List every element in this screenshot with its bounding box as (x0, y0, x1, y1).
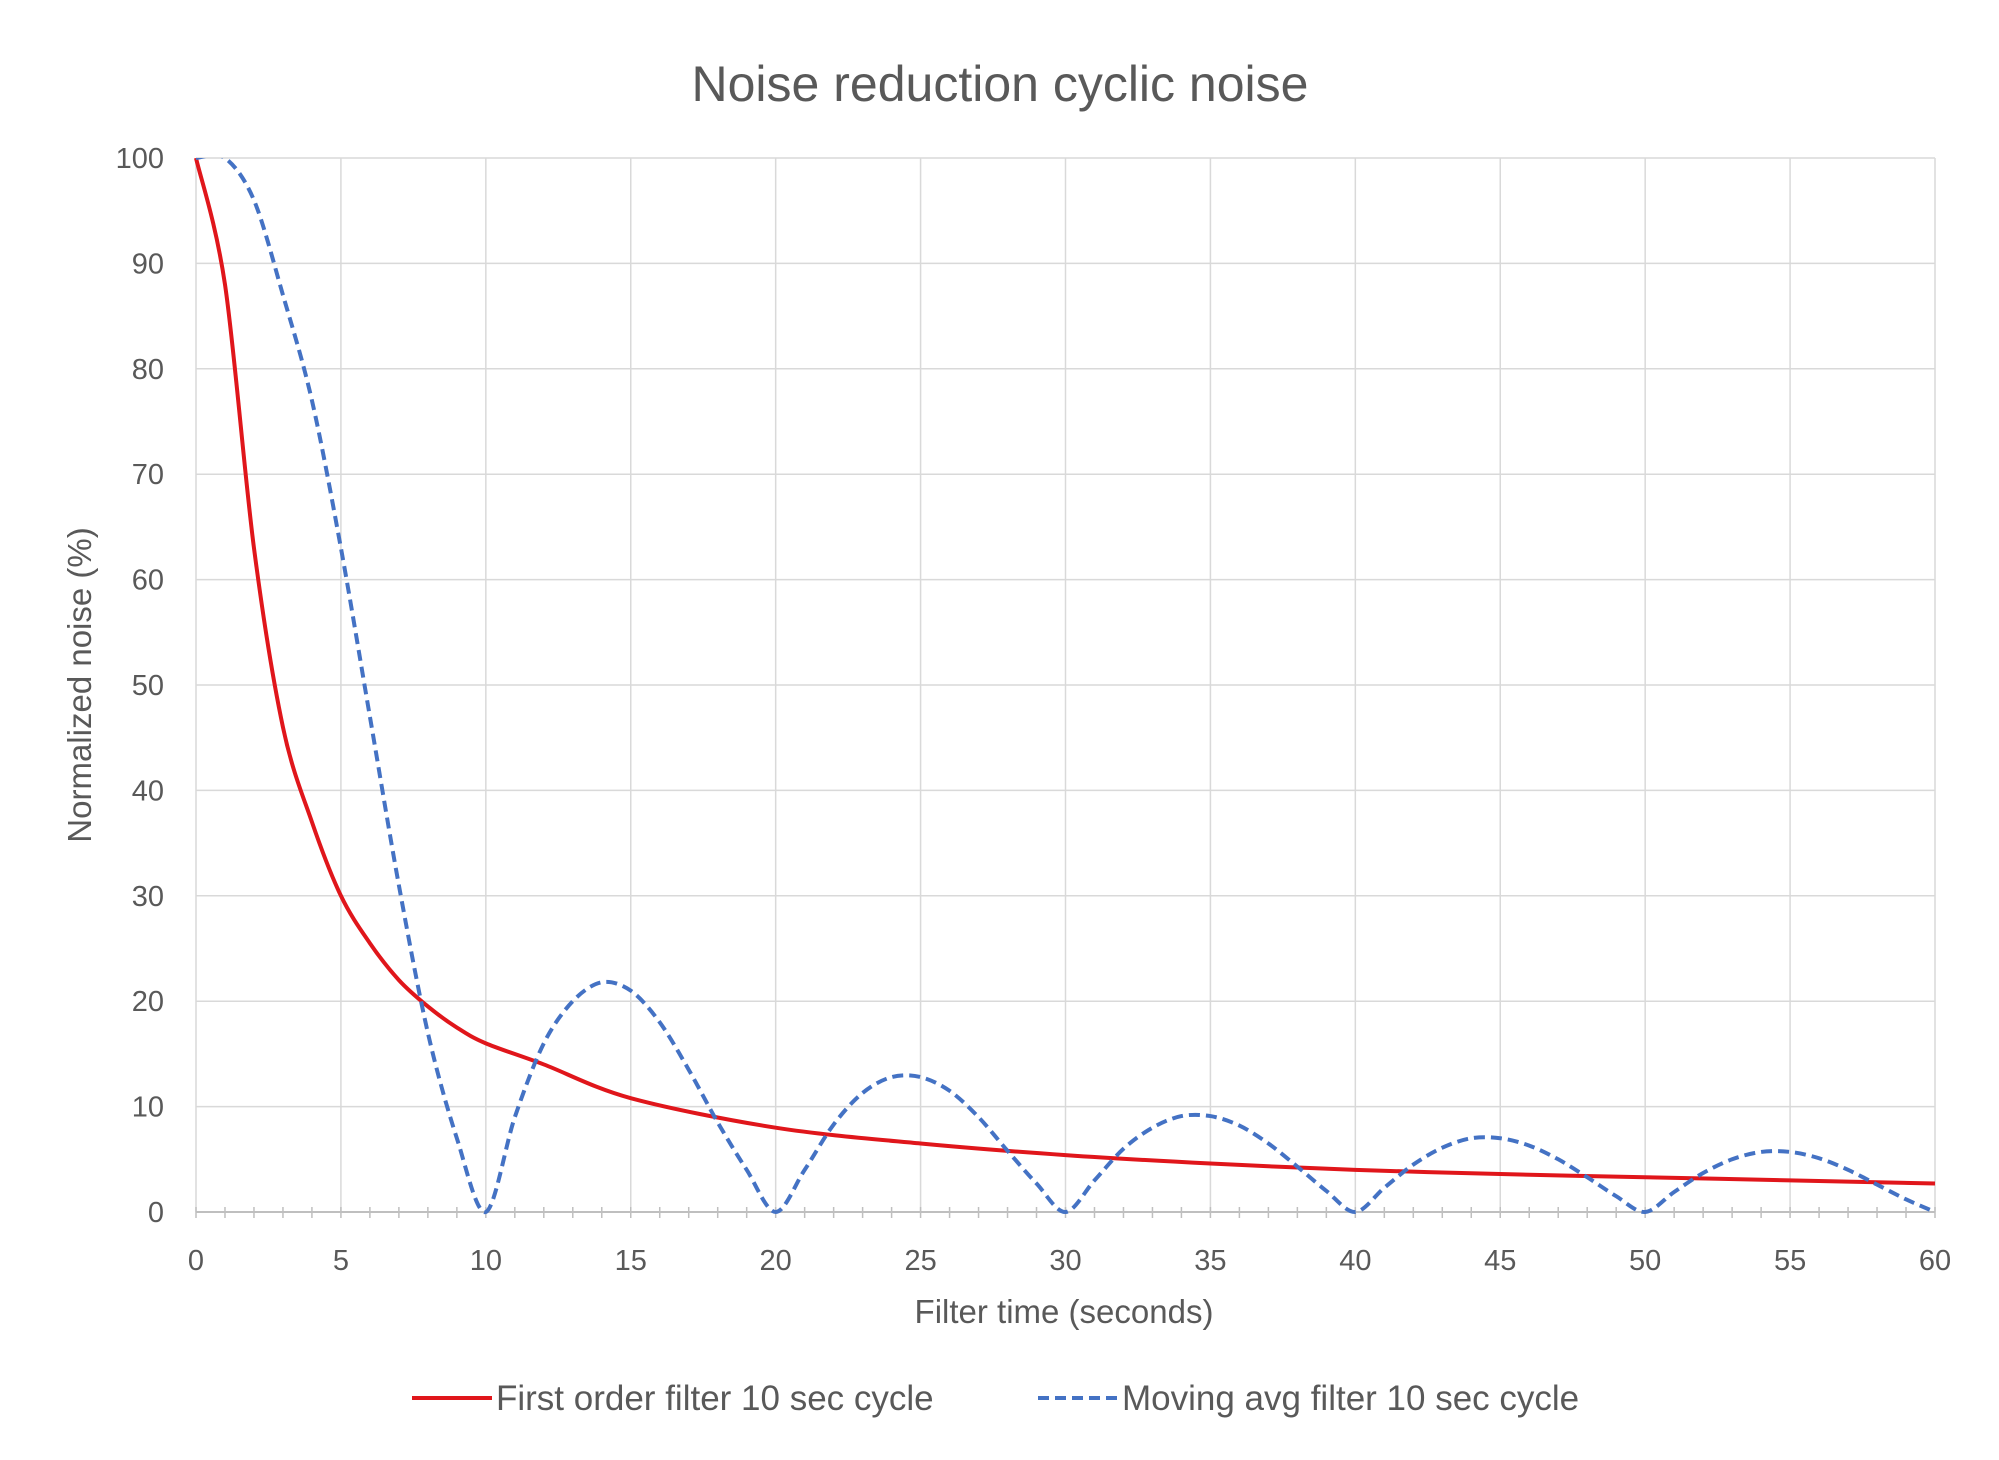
x-tick-label: 5 (333, 1245, 349, 1277)
y-tick-label: 20 (132, 986, 164, 1018)
y-tick-label: 0 (148, 1197, 164, 1229)
y-tick-label: 60 (132, 565, 164, 597)
legend-label-0: First order filter 10 sec cycle (496, 1379, 934, 1418)
x-tick-label: 50 (1629, 1245, 1661, 1277)
x-tick-label: 20 (760, 1245, 792, 1277)
y-tick-label: 40 (132, 775, 164, 807)
y-tick-label: 10 (132, 1092, 164, 1124)
x-tick-label: 15 (615, 1245, 647, 1277)
grid (195, 157, 1936, 1212)
chart-title: Noise reduction cyclic noise (692, 56, 1309, 112)
x-tick-label: 0 (188, 1245, 204, 1277)
series-layer (194, 158, 1936, 1214)
y-axis-label: Normalized noise (%) (61, 527, 98, 842)
y-tick-label: 50 (132, 670, 164, 702)
legend: First order filter 10 sec cycle Moving av… (412, 1379, 1579, 1418)
x-tick-label: 60 (1919, 1245, 1951, 1277)
y-tick-label: 100 (116, 143, 164, 175)
x-tick-label: 25 (904, 1245, 936, 1277)
legend-label-1: Moving avg filter 10 sec cycle (1122, 1379, 1579, 1418)
x-tick-label: 45 (1484, 1245, 1516, 1277)
x-tick-label: 55 (1774, 1245, 1806, 1277)
y-tick-label: 70 (132, 459, 164, 491)
y-tick-label: 80 (132, 354, 164, 386)
x-tick-label: 30 (1049, 1245, 1081, 1277)
y-tick-label: 30 (132, 881, 164, 913)
y-tick-label: 90 (132, 248, 164, 280)
x-tick-label: 35 (1194, 1245, 1226, 1277)
x-tick-label: 40 (1339, 1245, 1371, 1277)
series-line-0 (194, 158, 1936, 1186)
x-tick-label: 10 (470, 1245, 502, 1277)
x-axis-label: Filter time (seconds) (915, 1293, 1214, 1330)
